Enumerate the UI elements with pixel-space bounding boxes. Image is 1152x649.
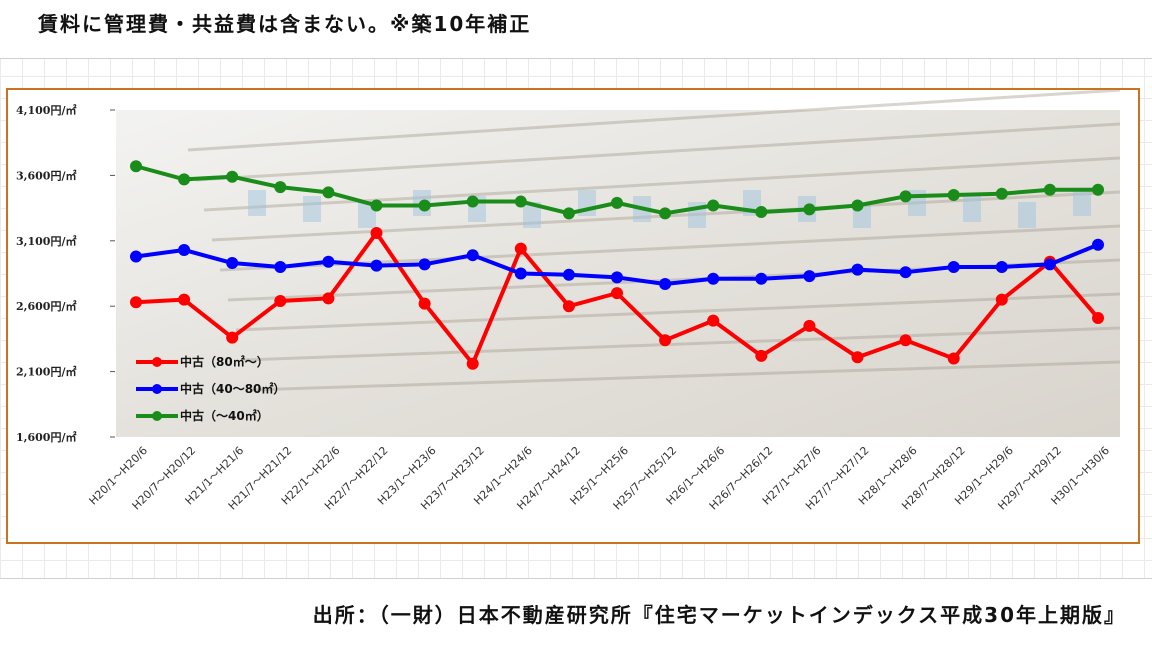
data-point	[947, 189, 960, 202]
photo-floor-line	[187, 90, 1121, 152]
legend-label: 中古（80㎡～）	[180, 354, 269, 369]
data-point	[899, 190, 912, 203]
data-point	[274, 260, 287, 273]
y-tick-label: 2,100円/㎡	[16, 365, 76, 379]
data-point	[995, 293, 1008, 306]
data-point	[226, 257, 239, 270]
data-point	[466, 249, 479, 262]
data-point	[995, 260, 1008, 273]
data-point	[370, 226, 383, 239]
data-point	[226, 331, 239, 344]
x-axis: H20/1～H20/6H20/7～H20/12H21/1～H21/6H21/7～…	[87, 444, 1113, 513]
data-point	[611, 271, 623, 284]
data-point	[130, 296, 142, 309]
data-point	[755, 206, 768, 219]
data-point	[947, 352, 960, 365]
data-point	[562, 300, 575, 313]
data-point	[1092, 183, 1104, 196]
photo-window	[523, 202, 541, 228]
data-point	[851, 199, 864, 212]
data-point	[514, 242, 527, 255]
data-point	[1092, 311, 1104, 324]
photo-floor-line	[235, 292, 1121, 332]
data-point	[899, 334, 912, 347]
y-tick-label: 1,600円/㎡	[16, 430, 76, 444]
data-point	[707, 272, 720, 285]
y-tick-label: 3,100円/㎡	[16, 234, 76, 248]
data-point	[178, 173, 191, 186]
chart-frame[interactable]: 1,600円/㎡ 2,100円/㎡ 2,600円/㎡ 3,100円/㎡ 3,600円/㎡…	[6, 88, 1140, 610]
data-point	[947, 260, 960, 273]
photo-window	[303, 196, 321, 222]
photo-floor-line	[195, 122, 1121, 182]
photo-window	[1073, 190, 1091, 216]
data-point	[1043, 183, 1056, 196]
data-point	[130, 160, 142, 173]
photo-window	[248, 190, 266, 216]
legend-swatch-marker	[152, 384, 162, 394]
data-point	[514, 267, 527, 280]
data-point	[995, 187, 1008, 200]
legend-label: 中古（～40㎡）	[180, 408, 269, 423]
data-point	[370, 199, 383, 212]
data-point	[659, 334, 672, 347]
data-point	[755, 272, 768, 285]
rent-line-chart: 1,600円/㎡ 2,100円/㎡ 2,600円/㎡ 3,100円/㎡ 3,600円/㎡…	[16, 90, 1121, 513]
photo-floor-line	[251, 360, 1121, 392]
data-point	[562, 268, 575, 281]
data-point	[322, 186, 335, 199]
data-point	[466, 195, 479, 208]
data-point	[659, 207, 672, 220]
data-point	[130, 250, 142, 263]
data-point	[1043, 258, 1056, 271]
y-tick-label: 4,100円/㎡	[16, 103, 76, 117]
data-point	[851, 263, 864, 276]
photo-window	[963, 196, 981, 222]
data-point	[178, 243, 191, 256]
y-tick-label: 2,600円/㎡	[16, 299, 76, 313]
data-point	[418, 258, 431, 271]
data-point	[322, 255, 335, 268]
data-point	[755, 349, 768, 362]
data-point	[611, 196, 623, 209]
data-point	[707, 199, 720, 212]
data-point	[514, 195, 527, 208]
legend-swatch-marker	[152, 411, 162, 421]
data-point	[803, 270, 816, 283]
legend-label: 中古（40～80㎡）	[180, 381, 285, 396]
data-point	[370, 259, 383, 272]
data-point	[899, 266, 912, 279]
data-point	[178, 293, 191, 306]
rent-note: 賃料に管理費・共益費は含まない。※築10年補正	[38, 12, 532, 36]
photo-window	[1018, 202, 1036, 228]
y-tick-label: 3,600円/㎡	[16, 168, 76, 182]
data-point	[659, 277, 672, 290]
data-point	[466, 357, 479, 370]
data-point	[274, 181, 287, 194]
data-point	[851, 351, 864, 364]
data-point	[226, 170, 239, 183]
data-point	[274, 294, 287, 307]
legend-swatch-marker	[152, 357, 162, 367]
footer-band: 出所：（一財）日本不動産研究所『住宅マーケットインデックス平成30年上期版』	[0, 578, 1152, 649]
series-layer	[130, 160, 1104, 370]
legend: 中古（80㎡～） 中古（40～80㎡） 中古（～40㎡）	[136, 354, 285, 423]
data-point	[562, 207, 575, 220]
data-point	[322, 292, 335, 305]
data-point	[803, 319, 816, 332]
header-band: 賃料に管理費・共益費は含まない。※築10年補正	[0, 0, 1152, 59]
source-citation: 出所：（一財）日本不動産研究所『住宅マーケットインデックス平成30年上期版』	[312, 603, 1126, 627]
data-point	[418, 297, 431, 310]
data-point	[707, 314, 720, 327]
data-point	[418, 199, 431, 212]
data-point	[611, 287, 623, 300]
data-point	[1092, 238, 1104, 251]
y-axis: 1,600円/㎡ 2,100円/㎡ 2,600円/㎡ 3,100円/㎡ 3,600円/㎡…	[16, 103, 115, 444]
data-point	[803, 203, 816, 216]
photo-floor-line	[219, 224, 1121, 272]
